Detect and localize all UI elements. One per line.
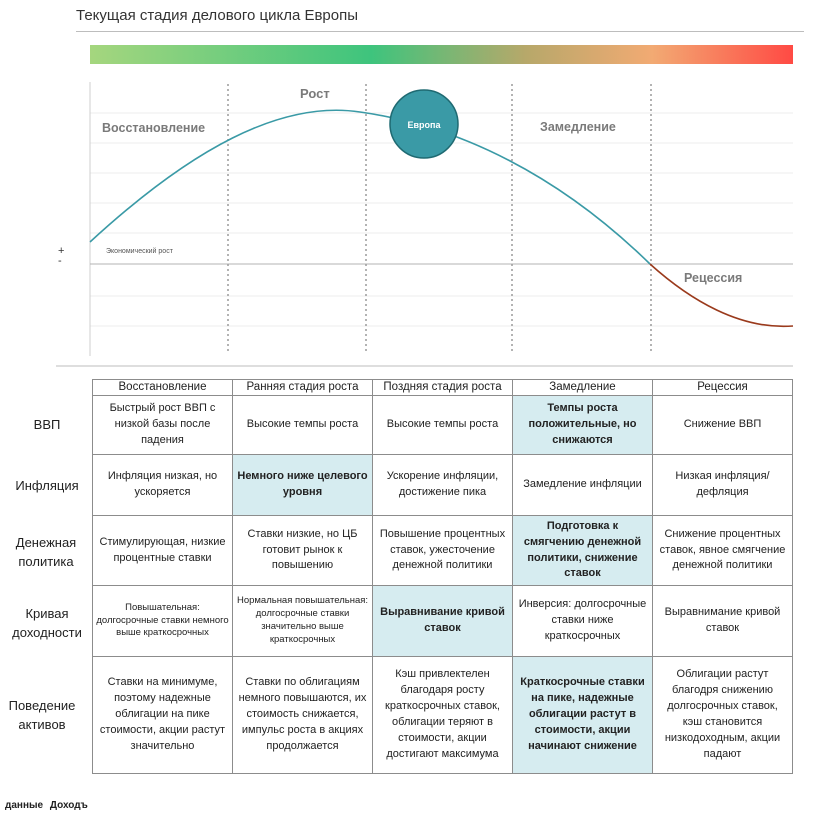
column-header: Рецессия xyxy=(652,379,793,396)
row-label-yield-curve: Кривая доходности xyxy=(12,606,82,640)
business-cycle-chart: Восстановление Рост Замедление Рецессия … xyxy=(56,82,794,367)
row-label-monetary-policy: Денежная политика xyxy=(15,535,77,569)
footer-source: данные Доходъ xyxy=(5,800,92,811)
column-header: Замедление xyxy=(512,379,653,396)
table-cell-highlighted: Выравнивание кривой ставок xyxy=(372,585,513,657)
minus-sign: - xyxy=(58,255,62,267)
table-cell: Ставки на минимуме, поэтому надежные обл… xyxy=(92,656,233,774)
table-cell: Высокие темпы роста xyxy=(372,395,513,455)
table-cell: Выравнимание кривой ставок xyxy=(652,585,793,657)
table-cell: Стимулирующая, низкие процентные ставки xyxy=(92,515,233,586)
footer-data-label: данные xyxy=(5,800,44,811)
europe-marker-label: Европа xyxy=(408,120,442,130)
table-cell: Снижение процентных ставок, явное смягче… xyxy=(652,515,793,586)
footer-brand-label: Доходъ xyxy=(49,800,88,811)
column-header: Поздняя стадия роста xyxy=(372,379,513,396)
table-cell: Ускорение инфляции, достижение пика xyxy=(372,454,513,516)
table-cell: Инфляция низкая, но ускоряется xyxy=(92,454,233,516)
table-cell: Замедление инфляции xyxy=(512,454,653,516)
table-cell: Ставки по облигациям немного повышаются,… xyxy=(232,656,373,774)
table-cell: Инверсия: долгосрочные ставки ниже кратк… xyxy=(512,585,653,657)
table-cell: Кэш привлектелен благодаря росту краткос… xyxy=(372,656,513,774)
column-header: Восстановление xyxy=(92,379,233,396)
table-row-gdp: Быстрый рост ВВП с низкой базы после пад… xyxy=(92,395,793,455)
table-cell: Ставки низкие, но ЦБ готовит рынок к пов… xyxy=(232,515,373,586)
title-divider xyxy=(76,31,804,32)
table-header-row: Восстановление Ранняя стадия роста Поздн… xyxy=(92,379,793,396)
table-cell-highlighted: Темпы роста положительные, но снижаются xyxy=(512,395,653,455)
table-cell: Облигации растут благодря снижению долго… xyxy=(652,656,793,774)
table-cell: Повышательная: долгосрочные ставки немно… xyxy=(92,585,233,657)
page-title: Текущая стадия делового цикла Европы xyxy=(76,7,359,24)
row-label-asset-behavior: Поведение активов xyxy=(8,698,76,732)
phase-label-recession: Рецессия xyxy=(684,271,742,285)
europe-position-marker xyxy=(389,89,459,159)
table-cell: Быстрый рост ВВП с низкой базы после пад… xyxy=(92,395,233,455)
table-cell: Низкая инфляция/дефляция xyxy=(652,454,793,516)
phase-label-slowdown: Замедление xyxy=(540,120,616,134)
phase-separators xyxy=(227,84,652,354)
recession-curve xyxy=(649,263,794,328)
cycle-gradient-bar xyxy=(90,45,793,64)
table-row-yield-curve: Повышательная: долгосрочные ставки немно… xyxy=(92,585,793,657)
economic-growth-axis-label: Экономический рост xyxy=(106,247,174,255)
phase-label-recovery: Восстановление xyxy=(102,121,205,135)
plus-sign: + xyxy=(58,245,65,257)
table-cell: Высокие темпы роста xyxy=(232,395,373,455)
table-row-asset-behavior: Ставки на минимуме, поэтому надежные обл… xyxy=(92,656,793,774)
growth-curve xyxy=(89,109,651,265)
table-cell: Повышение процентных ставок, ужесточение… xyxy=(372,515,513,586)
row-label-inflation: Инфляция xyxy=(15,478,79,493)
table-row-inflation: Инфляция низкая, но ускоряется Немного н… xyxy=(92,454,793,516)
table-row-monetary-policy: Стимулирующая, низкие процентные ставки … xyxy=(92,515,793,586)
table-cell: Снижение ВВП xyxy=(652,395,793,455)
chart-gridlines xyxy=(90,112,793,327)
table-cell-highlighted: Немного ниже целевого уровня xyxy=(232,454,373,516)
column-header: Ранняя стадия роста xyxy=(232,379,373,396)
table-cell-highlighted: Подготовка к смягчению денежной политики… xyxy=(512,515,653,586)
table-cell: Нормальная повышательная: долгосрочные с… xyxy=(232,585,373,657)
table-cell-highlighted: Краткосрочные ставки на пике, надежные о… xyxy=(512,656,653,774)
cycle-stage-table: Восстановление Ранняя стадия роста Поздн… xyxy=(92,379,793,774)
row-label-gdp: ВВП xyxy=(33,417,61,432)
phase-label-growth: Рост xyxy=(300,86,330,101)
